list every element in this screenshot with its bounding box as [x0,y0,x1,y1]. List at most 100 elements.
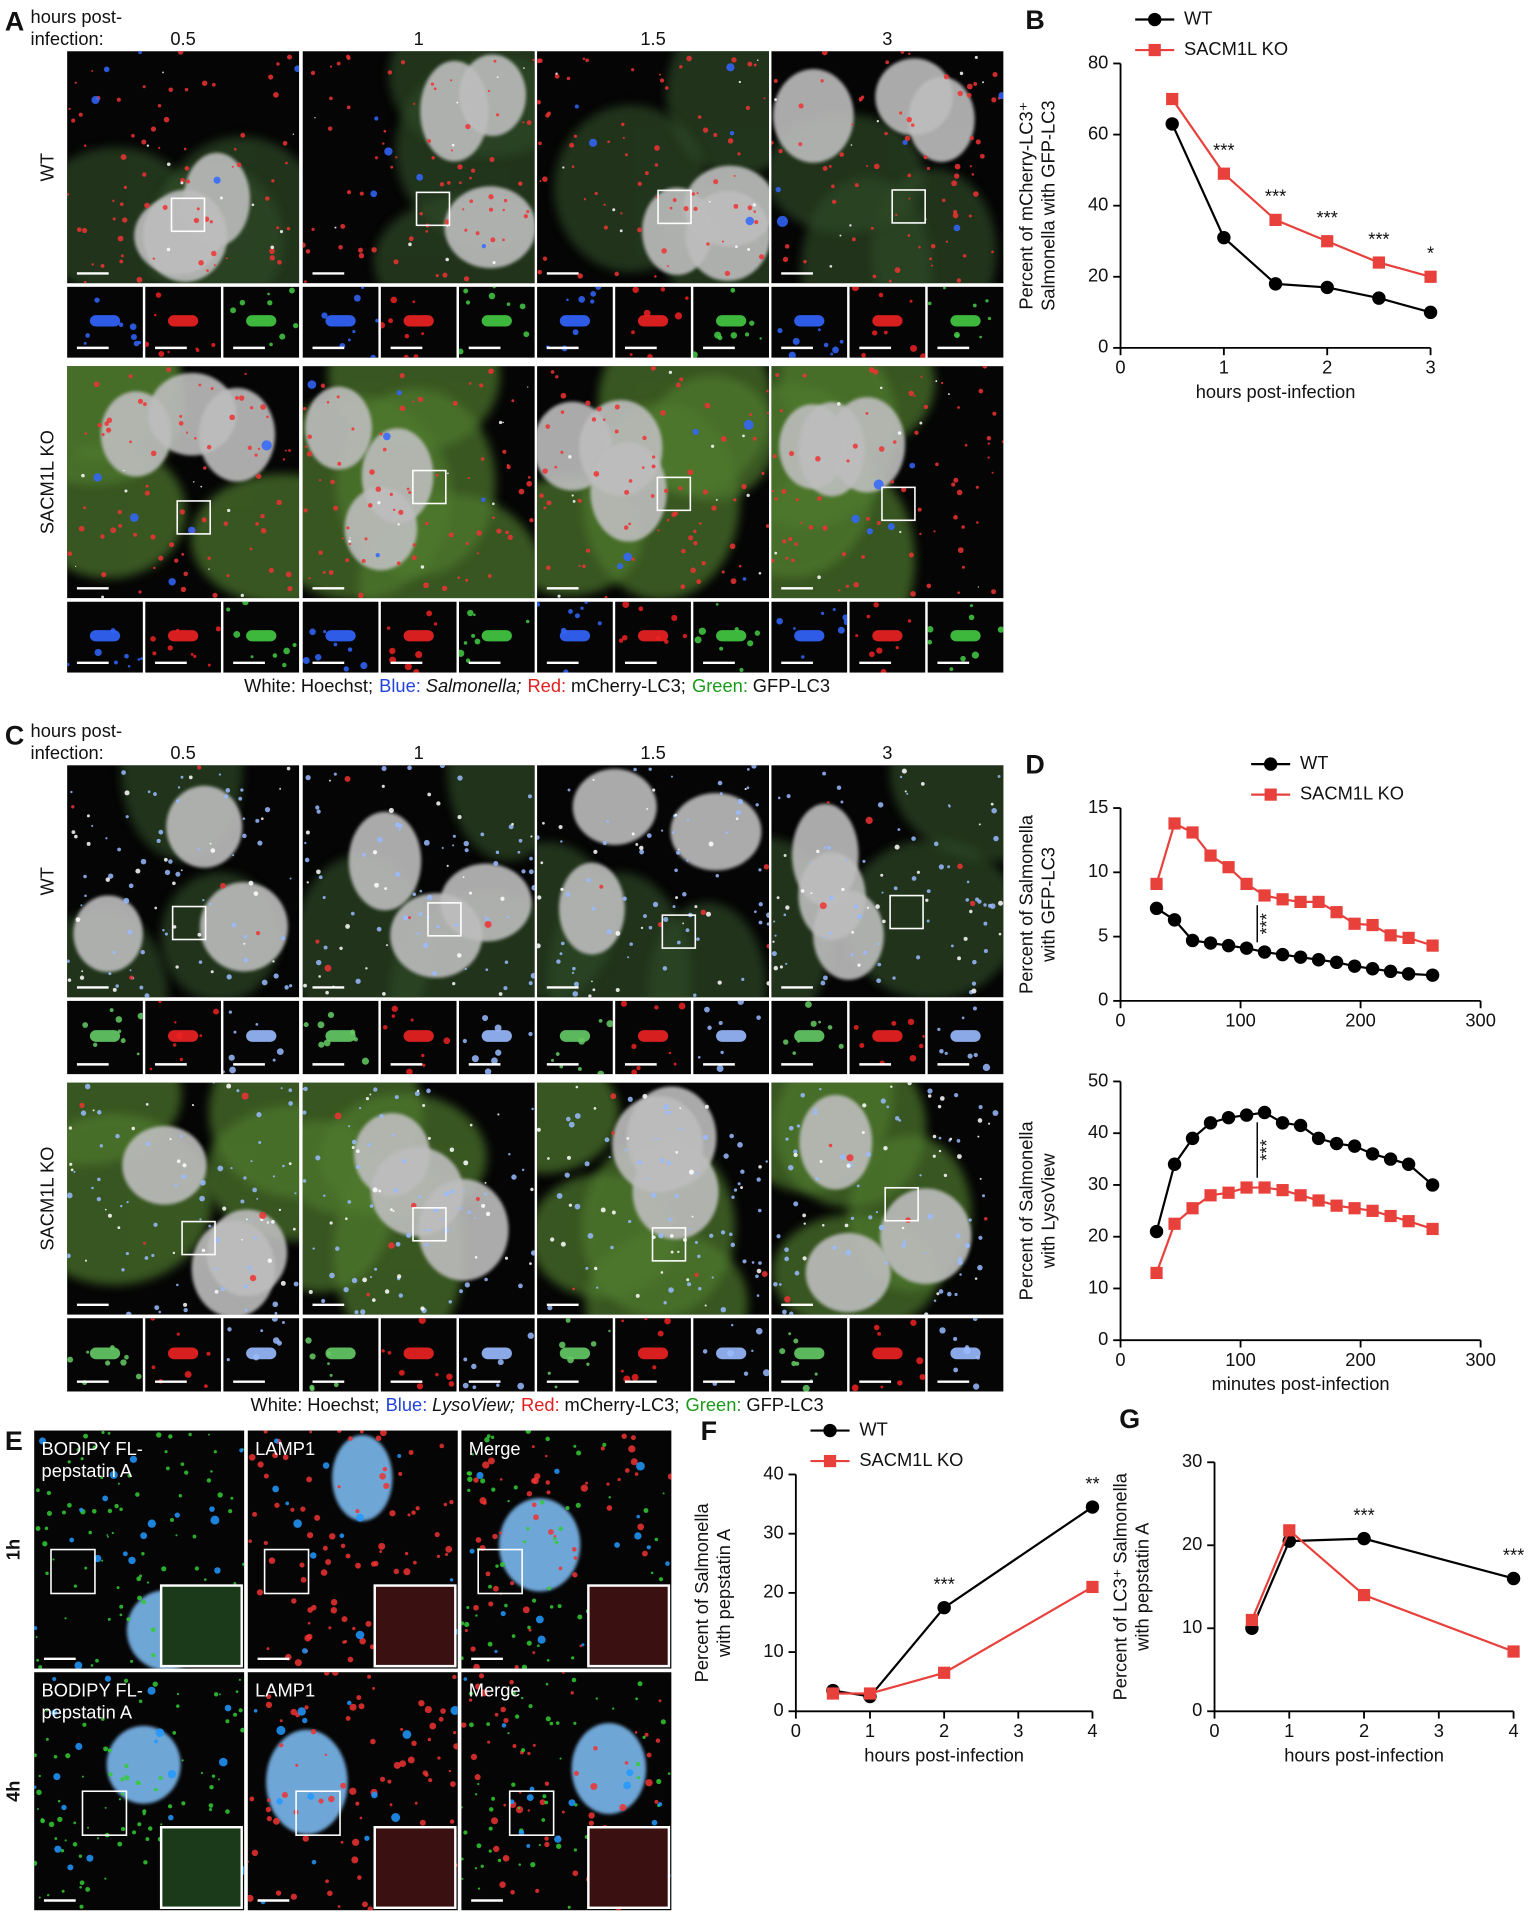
puncta [700,909,707,916]
puncta [268,567,274,573]
puncta [120,1792,124,1796]
puncta [167,1769,177,1779]
puncta [477,1887,481,1890]
puncta [683,206,689,212]
puncta [883,330,888,335]
bacterium [716,1347,747,1360]
bacterium [950,630,981,642]
puncta [181,552,185,556]
puncta [211,342,216,348]
puncta [142,1241,146,1245]
puncta [224,1704,232,1712]
puncta [510,1581,515,1586]
puncta [303,1086,308,1092]
puncta [792,1051,797,1055]
image-label: Merge [469,1438,521,1459]
puncta [325,1558,332,1565]
puncta [151,1365,156,1370]
puncta [948,805,951,808]
puncta [654,275,657,278]
puncta [80,1457,84,1461]
puncta [406,1232,412,1238]
bacterium [559,630,591,642]
puncta [906,792,909,795]
nucleus [778,404,847,489]
time-label: infection: [31,28,104,49]
puncta [396,1274,402,1279]
puncta [101,432,105,437]
point [1384,1209,1397,1223]
puncta [182,1163,187,1168]
series-line [1250,1537,1514,1629]
micrograph [537,286,613,358]
puncta [572,1870,579,1877]
puncta [210,970,214,974]
puncta [116,1586,120,1590]
puncta [658,1577,664,1582]
puncta [67,1356,74,1363]
puncta [568,1121,575,1128]
puncta [495,1049,502,1056]
puncta [918,245,921,249]
puncta [272,1452,279,1459]
puncta [895,1116,900,1121]
puncta [974,1277,978,1280]
puncta [674,868,678,873]
puncta [124,1775,130,1781]
puncta [664,639,669,644]
puncta [305,774,311,781]
puncta [974,55,978,59]
puncta [79,1102,85,1108]
puncta [698,627,706,635]
puncta [643,914,647,919]
puncta [476,530,482,536]
puncta [837,626,845,634]
micrograph [145,1000,221,1075]
image-content [381,1318,455,1390]
puncta [820,79,824,83]
puncta [654,163,659,167]
puncta [571,165,575,169]
puncta [164,1450,168,1454]
puncta [681,548,686,554]
puncta [359,1430,364,1434]
puncta [876,521,881,525]
puncta [249,1796,255,1802]
puncta [425,230,429,233]
puncta [272,1058,276,1062]
puncta [164,869,171,876]
puncta [213,1008,220,1015]
time-label: infection: [31,742,104,763]
puncta [705,911,712,917]
puncta [504,1256,509,1260]
puncta [998,900,1004,906]
puncta [447,181,451,185]
puncta [603,203,606,206]
puncta [337,1485,341,1489]
puncta [771,951,777,957]
puncta [528,981,533,986]
puncta [832,607,836,612]
puncta [606,1482,610,1486]
puncta [540,1500,545,1505]
puncta [104,421,109,426]
row-label: SACM1L KO [37,1147,58,1251]
caption-part: Blue: [386,1394,428,1415]
image-content [67,628,143,668]
puncta [412,300,416,304]
puncta [483,1192,487,1196]
puncta [446,864,449,867]
puncta [983,948,988,954]
micrograph [771,1000,848,1075]
puncta [441,1217,444,1221]
puncta [311,227,315,232]
puncta [81,970,84,973]
point [1185,1131,1200,1146]
puncta [315,959,322,966]
puncta [509,1679,514,1685]
point [1269,213,1282,226]
puncta [733,174,736,177]
puncta [577,273,583,279]
puncta [362,1901,368,1908]
puncta [740,1169,745,1174]
